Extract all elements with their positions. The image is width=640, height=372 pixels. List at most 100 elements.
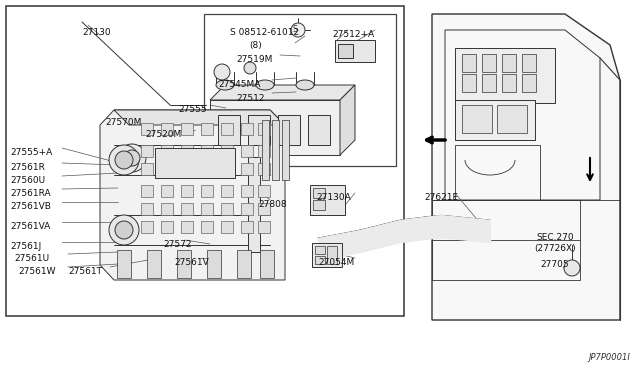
Text: 27561VB: 27561VB — [10, 202, 51, 211]
Bar — [258, 163, 270, 175]
Bar — [221, 185, 233, 197]
Text: 27705: 27705 — [540, 260, 568, 269]
Ellipse shape — [296, 80, 314, 90]
Bar — [258, 185, 270, 197]
Bar — [201, 123, 213, 135]
Circle shape — [564, 260, 580, 276]
Circle shape — [115, 151, 133, 169]
Bar — [117, 250, 131, 278]
Text: 27561J: 27561J — [10, 242, 41, 251]
Bar — [502, 54, 516, 72]
Bar — [310, 185, 345, 215]
Bar — [141, 221, 153, 233]
Polygon shape — [114, 110, 285, 125]
Bar — [258, 123, 270, 135]
Text: 27561T: 27561T — [68, 267, 102, 276]
Bar — [462, 54, 476, 72]
Bar — [6, 6, 404, 316]
Bar — [181, 145, 193, 157]
Text: 27621E: 27621E — [424, 193, 458, 202]
Bar — [260, 250, 274, 278]
Circle shape — [109, 145, 139, 175]
Bar — [141, 185, 153, 197]
Bar — [201, 203, 213, 215]
Text: 27561W: 27561W — [18, 267, 56, 276]
Bar — [308, 115, 330, 145]
Bar — [181, 203, 193, 215]
Text: 27561U: 27561U — [14, 254, 49, 263]
Bar — [313, 188, 325, 198]
Bar — [201, 145, 213, 157]
Bar — [221, 145, 233, 157]
Bar — [272, 120, 279, 180]
Polygon shape — [100, 110, 285, 280]
Text: 27561RA: 27561RA — [10, 189, 51, 198]
Text: JP7P0001I: JP7P0001I — [588, 353, 630, 362]
Text: 27561R: 27561R — [10, 163, 45, 172]
Bar — [315, 246, 325, 254]
Circle shape — [109, 215, 139, 245]
Bar — [335, 40, 375, 62]
Text: 27555: 27555 — [178, 105, 207, 114]
Bar — [278, 115, 300, 145]
Bar — [258, 221, 270, 233]
Circle shape — [291, 23, 305, 37]
Bar — [241, 203, 253, 215]
Bar — [181, 163, 193, 175]
Bar — [237, 250, 251, 278]
Text: 27519M: 27519M — [236, 55, 273, 64]
Bar — [201, 185, 213, 197]
Bar — [462, 74, 476, 92]
Bar — [258, 145, 270, 157]
Bar — [338, 44, 353, 58]
Bar — [207, 250, 221, 278]
Bar — [315, 256, 325, 264]
Bar — [482, 54, 496, 72]
Text: 27520M: 27520M — [145, 130, 181, 139]
Ellipse shape — [256, 80, 274, 90]
Bar — [522, 54, 536, 72]
Polygon shape — [210, 100, 340, 155]
Bar — [161, 123, 173, 135]
Text: (27726X): (27726X) — [534, 244, 575, 253]
Text: 27570M: 27570M — [105, 118, 141, 127]
Bar — [218, 115, 240, 145]
Bar — [497, 105, 527, 133]
Bar — [181, 123, 193, 135]
Polygon shape — [210, 85, 355, 100]
Bar — [241, 123, 253, 135]
Bar — [241, 185, 253, 197]
Circle shape — [214, 64, 230, 80]
Text: 27512: 27512 — [236, 94, 264, 103]
Bar — [161, 203, 173, 215]
Bar — [204, 14, 396, 166]
Polygon shape — [432, 14, 620, 320]
Bar — [141, 145, 153, 157]
Bar — [161, 221, 173, 233]
Bar — [221, 203, 233, 215]
Bar — [455, 48, 555, 103]
Bar — [455, 100, 535, 140]
Circle shape — [115, 221, 133, 239]
Text: 27512+A: 27512+A — [332, 30, 374, 39]
Circle shape — [118, 144, 146, 172]
Bar — [161, 163, 173, 175]
Bar — [201, 163, 213, 175]
Bar — [181, 185, 193, 197]
Text: 27572: 27572 — [163, 240, 191, 249]
Bar — [177, 250, 191, 278]
Text: 27561V: 27561V — [174, 258, 209, 267]
Text: 27130A: 27130A — [316, 193, 351, 202]
Bar — [248, 115, 270, 145]
Bar — [141, 123, 153, 135]
Bar — [462, 105, 492, 133]
Text: 27561VA: 27561VA — [10, 222, 51, 231]
Bar — [262, 120, 269, 180]
Bar — [201, 221, 213, 233]
Bar — [248, 157, 260, 252]
Bar — [155, 148, 235, 178]
Bar — [241, 145, 253, 157]
Bar — [161, 145, 173, 157]
Bar — [327, 246, 337, 264]
Text: SEC.270: SEC.270 — [536, 233, 573, 242]
